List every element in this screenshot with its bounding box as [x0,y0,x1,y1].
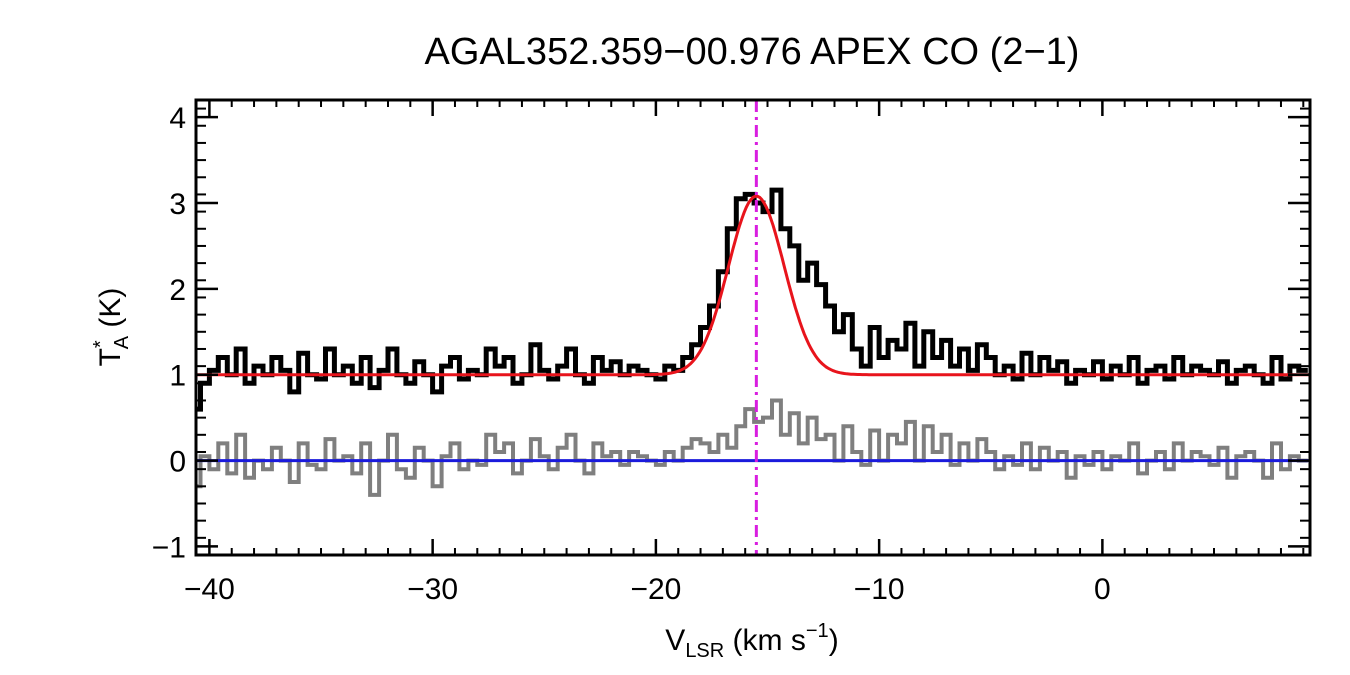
y-tick-label: 1 [169,360,186,393]
spectrum-line [196,187,1308,412]
y-tick-label: 4 [169,102,186,135]
x-axis-label-sub: LSR [685,640,724,662]
residual-series [196,398,1308,497]
y-axis-label-main: T [94,348,127,366]
fit-line [196,194,1310,377]
y-axis-label: T*A (K) [90,288,133,367]
y-tick-label: 0 [169,446,186,479]
x-tick-label: 0 [1094,573,1111,606]
x-tick-label: −20 [630,573,681,606]
y-axis-label-sub: A [111,335,133,349]
residual-line [196,398,1308,497]
chart-title: AGAL352.359−00.976 APEX CO (2−1) [425,31,1080,73]
x-axis-label-sup: −1 [806,620,829,642]
x-axis-label-main: V [665,624,685,657]
x-tick-label: −10 [854,573,905,606]
x-axis-label: VLSR (km s−1) [665,620,838,662]
x-axis-label-rest: (km s [724,624,806,657]
y-axis-label-sup: * [90,340,112,348]
plot-frame [194,98,1312,557]
x-axis-label-close: ) [829,624,839,657]
reference-lines [196,100,1310,555]
x-tick-label: −40 [184,573,235,606]
y-axis-label-rest: (K) [94,288,127,336]
spectrum-series [196,187,1308,412]
y-tick-label: 3 [169,188,186,221]
y-tick-label: 2 [169,274,186,307]
x-tick-label: −30 [407,573,458,606]
y-tick-label: −1 [152,531,186,564]
gaussian-fit [196,194,1310,377]
